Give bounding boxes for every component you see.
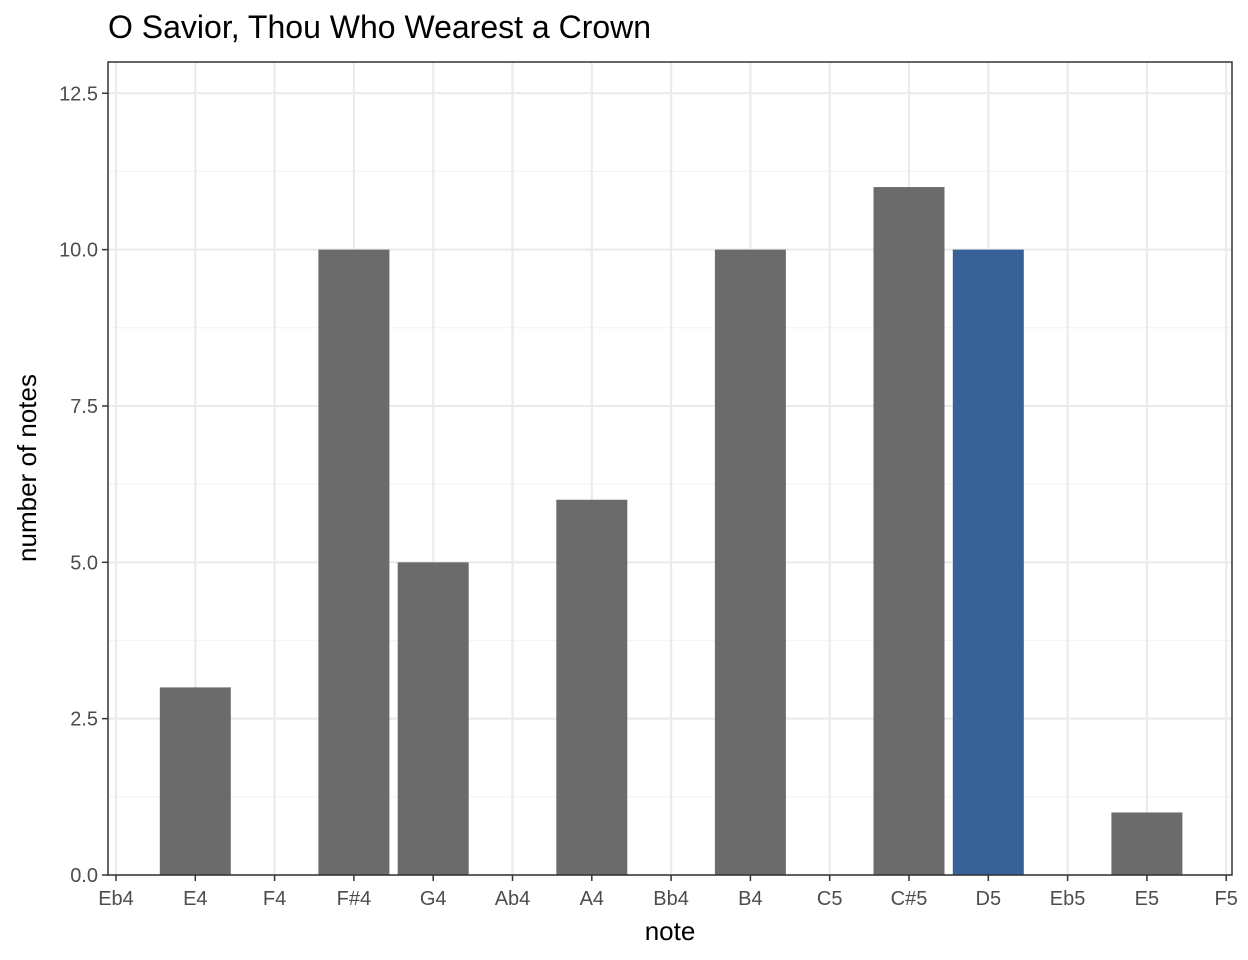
bar-g4	[397, 562, 469, 875]
x-tick-label: G4	[420, 888, 447, 910]
y-tick-label: 7.5	[70, 396, 98, 418]
bar-b4	[714, 249, 786, 876]
bars	[159, 187, 1183, 876]
chart-title: O Savior, Thou Who Wearest a Crown	[108, 9, 651, 45]
bar-fsharp4	[318, 249, 390, 876]
x-tick-label: Bb4	[653, 888, 689, 910]
x-tick-label: Eb4	[98, 888, 134, 910]
panel-border	[107, 61, 1233, 876]
y-axis: 0.0 2.5 5.0 7.5 10.0 12.5	[59, 83, 108, 887]
x-axis-title: note	[645, 916, 696, 946]
y-tick-label: 5.0	[70, 552, 98, 574]
y-tick-label: 0.0	[70, 865, 98, 887]
y-tick-label: 10.0	[59, 240, 98, 262]
y-tick-label: 2.5	[70, 709, 98, 731]
x-axis: Eb4 E4 F4 F#4 G4 Ab4 A4 Bb4 B4 C5 C#5 D5 Eb5 E5 F5	[98, 875, 1238, 910]
y-tick-label: 12.5	[59, 83, 98, 105]
x-tick-label: E4	[183, 888, 207, 910]
x-tick-label: C#5	[891, 888, 928, 910]
bar-csharp5	[873, 187, 945, 876]
bar-d5	[952, 249, 1024, 876]
x-tick-label: E5	[1135, 888, 1159, 910]
x-tick-label: F5	[1215, 888, 1238, 910]
x-tick-label: C5	[817, 888, 843, 910]
x-tick-label: Eb5	[1050, 888, 1086, 910]
y-axis-title: number of notes	[12, 374, 42, 562]
bar-a4	[556, 499, 628, 875]
x-tick-label: D5	[976, 888, 1002, 910]
bar-e5	[1111, 812, 1183, 875]
x-tick-label: F#4	[337, 888, 371, 910]
x-tick-label: A4	[580, 888, 604, 910]
bar-e4	[159, 687, 231, 875]
x-tick-label: B4	[738, 888, 762, 910]
grid-lines	[108, 62, 1232, 877]
x-tick-label: Ab4	[495, 888, 531, 910]
x-tick-label: F4	[263, 888, 286, 910]
